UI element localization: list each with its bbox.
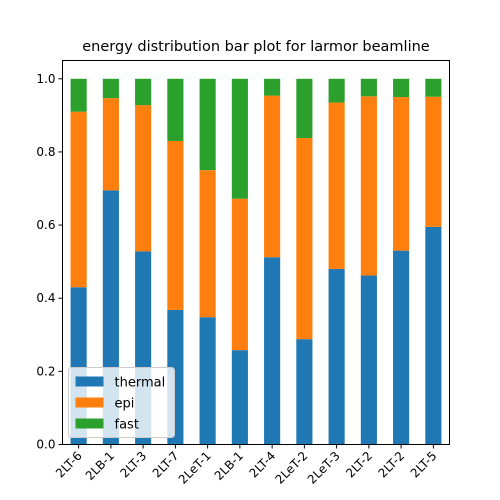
bar-thermal-4 <box>199 317 216 445</box>
bar-epi-5 <box>231 198 248 351</box>
y-tick-label: 1.0 <box>36 72 55 86</box>
bar-epi-1 <box>102 98 119 191</box>
y-axis: 0.0 0.2 0.4 0.6 0.8 1.0 <box>36 72 63 452</box>
legend-label-thermal: thermal <box>115 376 166 391</box>
bar-thermal-9 <box>360 275 377 445</box>
y-tick-label: 0.0 <box>36 438 55 452</box>
bar-fast-4 <box>199 78 216 171</box>
x-tick-label: 2LT-6 <box>53 449 85 481</box>
y-tick-label: 0.4 <box>36 291 55 305</box>
bar-thermal-6 <box>264 257 281 445</box>
bar-fast-7 <box>296 78 313 139</box>
bar-epi-6 <box>264 95 281 258</box>
plot-frame <box>62 60 450 445</box>
bar-thermal-8 <box>328 268 345 445</box>
bar-fast-11 <box>425 78 442 97</box>
bar-epi-0 <box>70 111 87 288</box>
bar-epi-10 <box>393 97 410 251</box>
bar-fast-8 <box>328 78 345 103</box>
y-tick-label: 0.8 <box>36 145 55 159</box>
x-tick-label: 2LT-3 <box>118 449 150 481</box>
bar-fast-10 <box>393 78 410 98</box>
bar-thermal-10 <box>393 250 410 445</box>
bar-epi-9 <box>360 96 377 276</box>
bar-fast-1 <box>102 78 119 99</box>
bar-fast-6 <box>264 78 281 96</box>
legend-label-fast: fast <box>115 418 139 433</box>
bar-fast-2 <box>135 78 152 106</box>
x-tick-label: 2LT-5 <box>408 449 440 481</box>
x-tick-label: 2LeT-2 <box>273 449 311 487</box>
bar-epi-7 <box>296 138 313 340</box>
legend-swatch-fast <box>75 418 104 429</box>
x-tick-label: 2LB-1 <box>212 449 246 483</box>
bar-epi-8 <box>328 102 345 269</box>
bar-thermal-5 <box>231 350 248 445</box>
bar-fast-0 <box>70 78 87 112</box>
bar-thermal-7 <box>296 339 313 445</box>
bar-fast-3 <box>167 78 184 141</box>
y-tick-label: 0.2 <box>36 364 55 378</box>
legend-swatch-thermal <box>75 376 104 387</box>
bar-thermal-11 <box>425 226 442 445</box>
x-tick-label: 2LT-2 <box>376 449 408 481</box>
x-tick-label: 2LeT-3 <box>305 449 343 487</box>
x-tick-label: 2LeT-1 <box>176 449 214 487</box>
legend-swatch-epi <box>75 397 104 408</box>
y-tick-label: 0.6 <box>36 218 55 232</box>
bar-epi-3 <box>167 140 184 310</box>
bar-epi-11 <box>425 96 442 227</box>
chart-title: energy distribution bar plot for larmor … <box>82 39 430 55</box>
bar-epi-4 <box>199 170 216 318</box>
x-tick-label: 2LB-1 <box>83 449 117 483</box>
x-tick-label: 2LT-2 <box>343 449 375 481</box>
bar-fast-5 <box>231 78 248 199</box>
bar-epi-2 <box>135 105 152 252</box>
bar-fast-9 <box>360 78 377 97</box>
legend-label-epi: epi <box>115 397 135 412</box>
legend: thermal epi fast <box>68 367 175 438</box>
